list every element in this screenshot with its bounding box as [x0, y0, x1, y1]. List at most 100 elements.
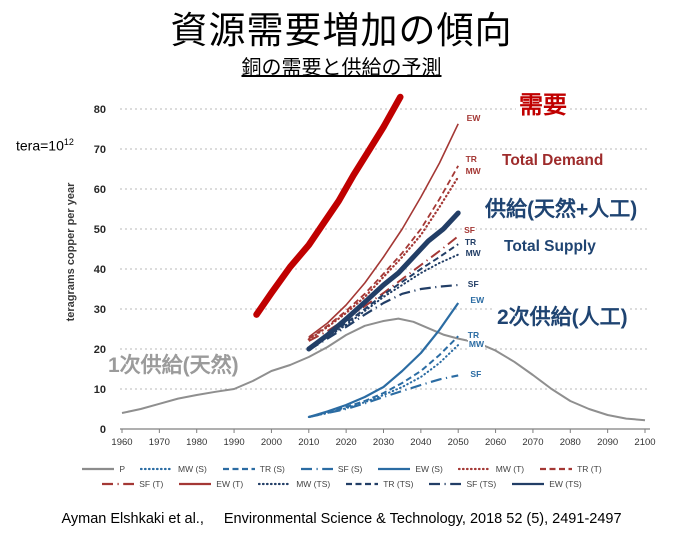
x-tick-2090: 2090: [597, 437, 618, 448]
series-demand-highlight: [253, 93, 404, 318]
legend-item-MW-TS-: MW (TS): [258, 479, 330, 489]
tera-exponent: 12: [63, 137, 74, 147]
series-P: [121, 317, 646, 422]
x-tick-2010: 2010: [298, 437, 319, 448]
x-tick-1970: 1970: [149, 437, 170, 448]
legend-item-EW-S-: EW (S): [377, 464, 443, 474]
legend-item-EW-T-: EW (T): [178, 479, 243, 489]
legend-item-EW-TS-: EW (TS): [511, 479, 582, 489]
legend-item-SF-S-: SF (S): [300, 464, 363, 474]
annotation-total-demand: Total Demand: [499, 152, 607, 171]
chart-legend: P MW (S) TR (S) SF (S) EW (S) MW (T) TR (T) SF …: [0, 464, 683, 494]
page-subtitle: 銅の需要と供給の予測: [241, 57, 442, 79]
legend-line-sample: [540, 467, 573, 471]
legend-line-sample: [512, 482, 545, 486]
line-label-MW: MW: [464, 166, 482, 177]
legend-line-sample: [140, 467, 174, 471]
legend-item-SF-T-: SF (T): [101, 479, 163, 489]
series-EW-S: [308, 302, 460, 419]
line-label-TR: TR: [463, 237, 478, 248]
series-SF-TS: [308, 283, 459, 351]
series-EW-TS: [306, 210, 461, 352]
legend-label: EW (TS): [549, 479, 582, 489]
legend-line-sample: [179, 482, 212, 486]
line-label-MW: MW: [464, 247, 482, 259]
legend-line-sample: [346, 482, 379, 486]
y-tick-10: 10: [94, 384, 106, 396]
legend-line-sample: [457, 467, 492, 471]
legend-line-sample: [300, 467, 333, 471]
x-tick-2040: 2040: [410, 437, 431, 448]
y-tick-70: 70: [94, 144, 106, 156]
annotation-supply-jp: 供給(天然+人工): [483, 198, 640, 223]
line-label-SF: SF: [466, 279, 480, 290]
legend-item-TR-TS-: TR (TS): [345, 479, 413, 489]
series-MW-T: [307, 175, 460, 341]
series-SF-S: [308, 374, 459, 419]
legend-line-sample: [258, 482, 293, 486]
legend-label: EW (S): [415, 464, 443, 474]
citation: Ayman Elshkaki et al., Environmental Sci…: [0, 511, 683, 527]
legend-item-TR-T-: TR (T): [539, 464, 602, 474]
legend-item-SF-TS-: SF (TS): [428, 479, 496, 489]
x-tick-1980: 1980: [186, 437, 207, 448]
x-tick-2030: 2030: [373, 437, 394, 448]
x-tick-1990: 1990: [224, 437, 245, 448]
x-tick-2000: 2000: [261, 437, 282, 448]
legend-label: MW (TS): [296, 479, 331, 489]
y-tick-20: 20: [94, 344, 106, 356]
legend-line-sample: [222, 467, 255, 471]
legend-line-sample: [102, 482, 135, 486]
legend-label: SF (TS): [466, 479, 497, 489]
y-tick-50: 50: [94, 224, 106, 236]
line-label-TR: TR: [464, 154, 478, 165]
series-SF-T: [308, 235, 459, 342]
legend-item-TR-S-: TR (S): [222, 464, 285, 474]
citation-journal: Environmental Science & Technology, 2018…: [223, 511, 622, 527]
y-tick-0: 0: [100, 424, 106, 436]
line-label-SF: SF: [463, 224, 476, 235]
legend-line-sample: [378, 467, 411, 471]
y-tick-30: 30: [94, 304, 106, 316]
line-label-EW: EW: [469, 294, 486, 305]
x-tick-2070: 2070: [522, 437, 543, 448]
legend-label: SF (S): [337, 464, 363, 474]
series-TR-T: [308, 165, 459, 340]
x-tick-2080: 2080: [560, 437, 581, 448]
x-tick-2100: 2100: [634, 437, 655, 448]
line-label-SF: SF: [469, 369, 483, 380]
legend-row-2: SF (T) EW (T) MW (TS) TR (TS) SF (TS) EW (TS): [0, 479, 683, 489]
legend-label: SF (T): [139, 479, 164, 489]
tera-note: tera=1012: [16, 137, 74, 154]
y-tick-40: 40: [94, 264, 106, 276]
line-label-MW: MW: [467, 339, 486, 350]
line-label-EW: EW: [465, 112, 482, 123]
x-tick-2060: 2060: [485, 437, 506, 448]
legend-line-sample: [429, 482, 462, 486]
series-TR-S: [308, 335, 459, 418]
annotation-demand-jp: 需要: [516, 92, 570, 120]
legend-item-MW-S-: MW (S): [140, 464, 207, 474]
line-label-TR: TR: [466, 329, 481, 341]
annotation-secondary-supply-jp: 2次供給(人工): [495, 306, 630, 331]
legend-label: TR (S): [259, 464, 285, 474]
legend-label: EW (T): [216, 479, 244, 489]
annotation-total-supply: Total Supply: [501, 238, 599, 257]
legend-label: TR (T): [577, 464, 602, 474]
page-title: 資源需要増加の傾向: [170, 10, 513, 51]
y-tick-60: 60: [94, 184, 106, 196]
legend-item-P: P: [81, 464, 125, 474]
y-axis-title: teragrams copper per year: [65, 182, 77, 322]
legend-label: TR (TS): [383, 479, 414, 489]
legend-row-1: P MW (S) TR (S) SF (S) EW (S) MW (T) TR (T): [0, 464, 683, 474]
citation-author: Ayman Elshkaki et al.,: [61, 511, 204, 527]
legend-item-MW-T-: MW (T): [457, 464, 525, 474]
y-tick-80: 80: [94, 104, 106, 116]
legend-label: P: [119, 464, 125, 474]
series-EW-T: [308, 123, 459, 338]
annotation-primary-supply-jp: 1次供給(天然): [106, 354, 241, 378]
legend-label: MW (T): [495, 464, 525, 474]
legend-line-sample: [82, 467, 115, 471]
